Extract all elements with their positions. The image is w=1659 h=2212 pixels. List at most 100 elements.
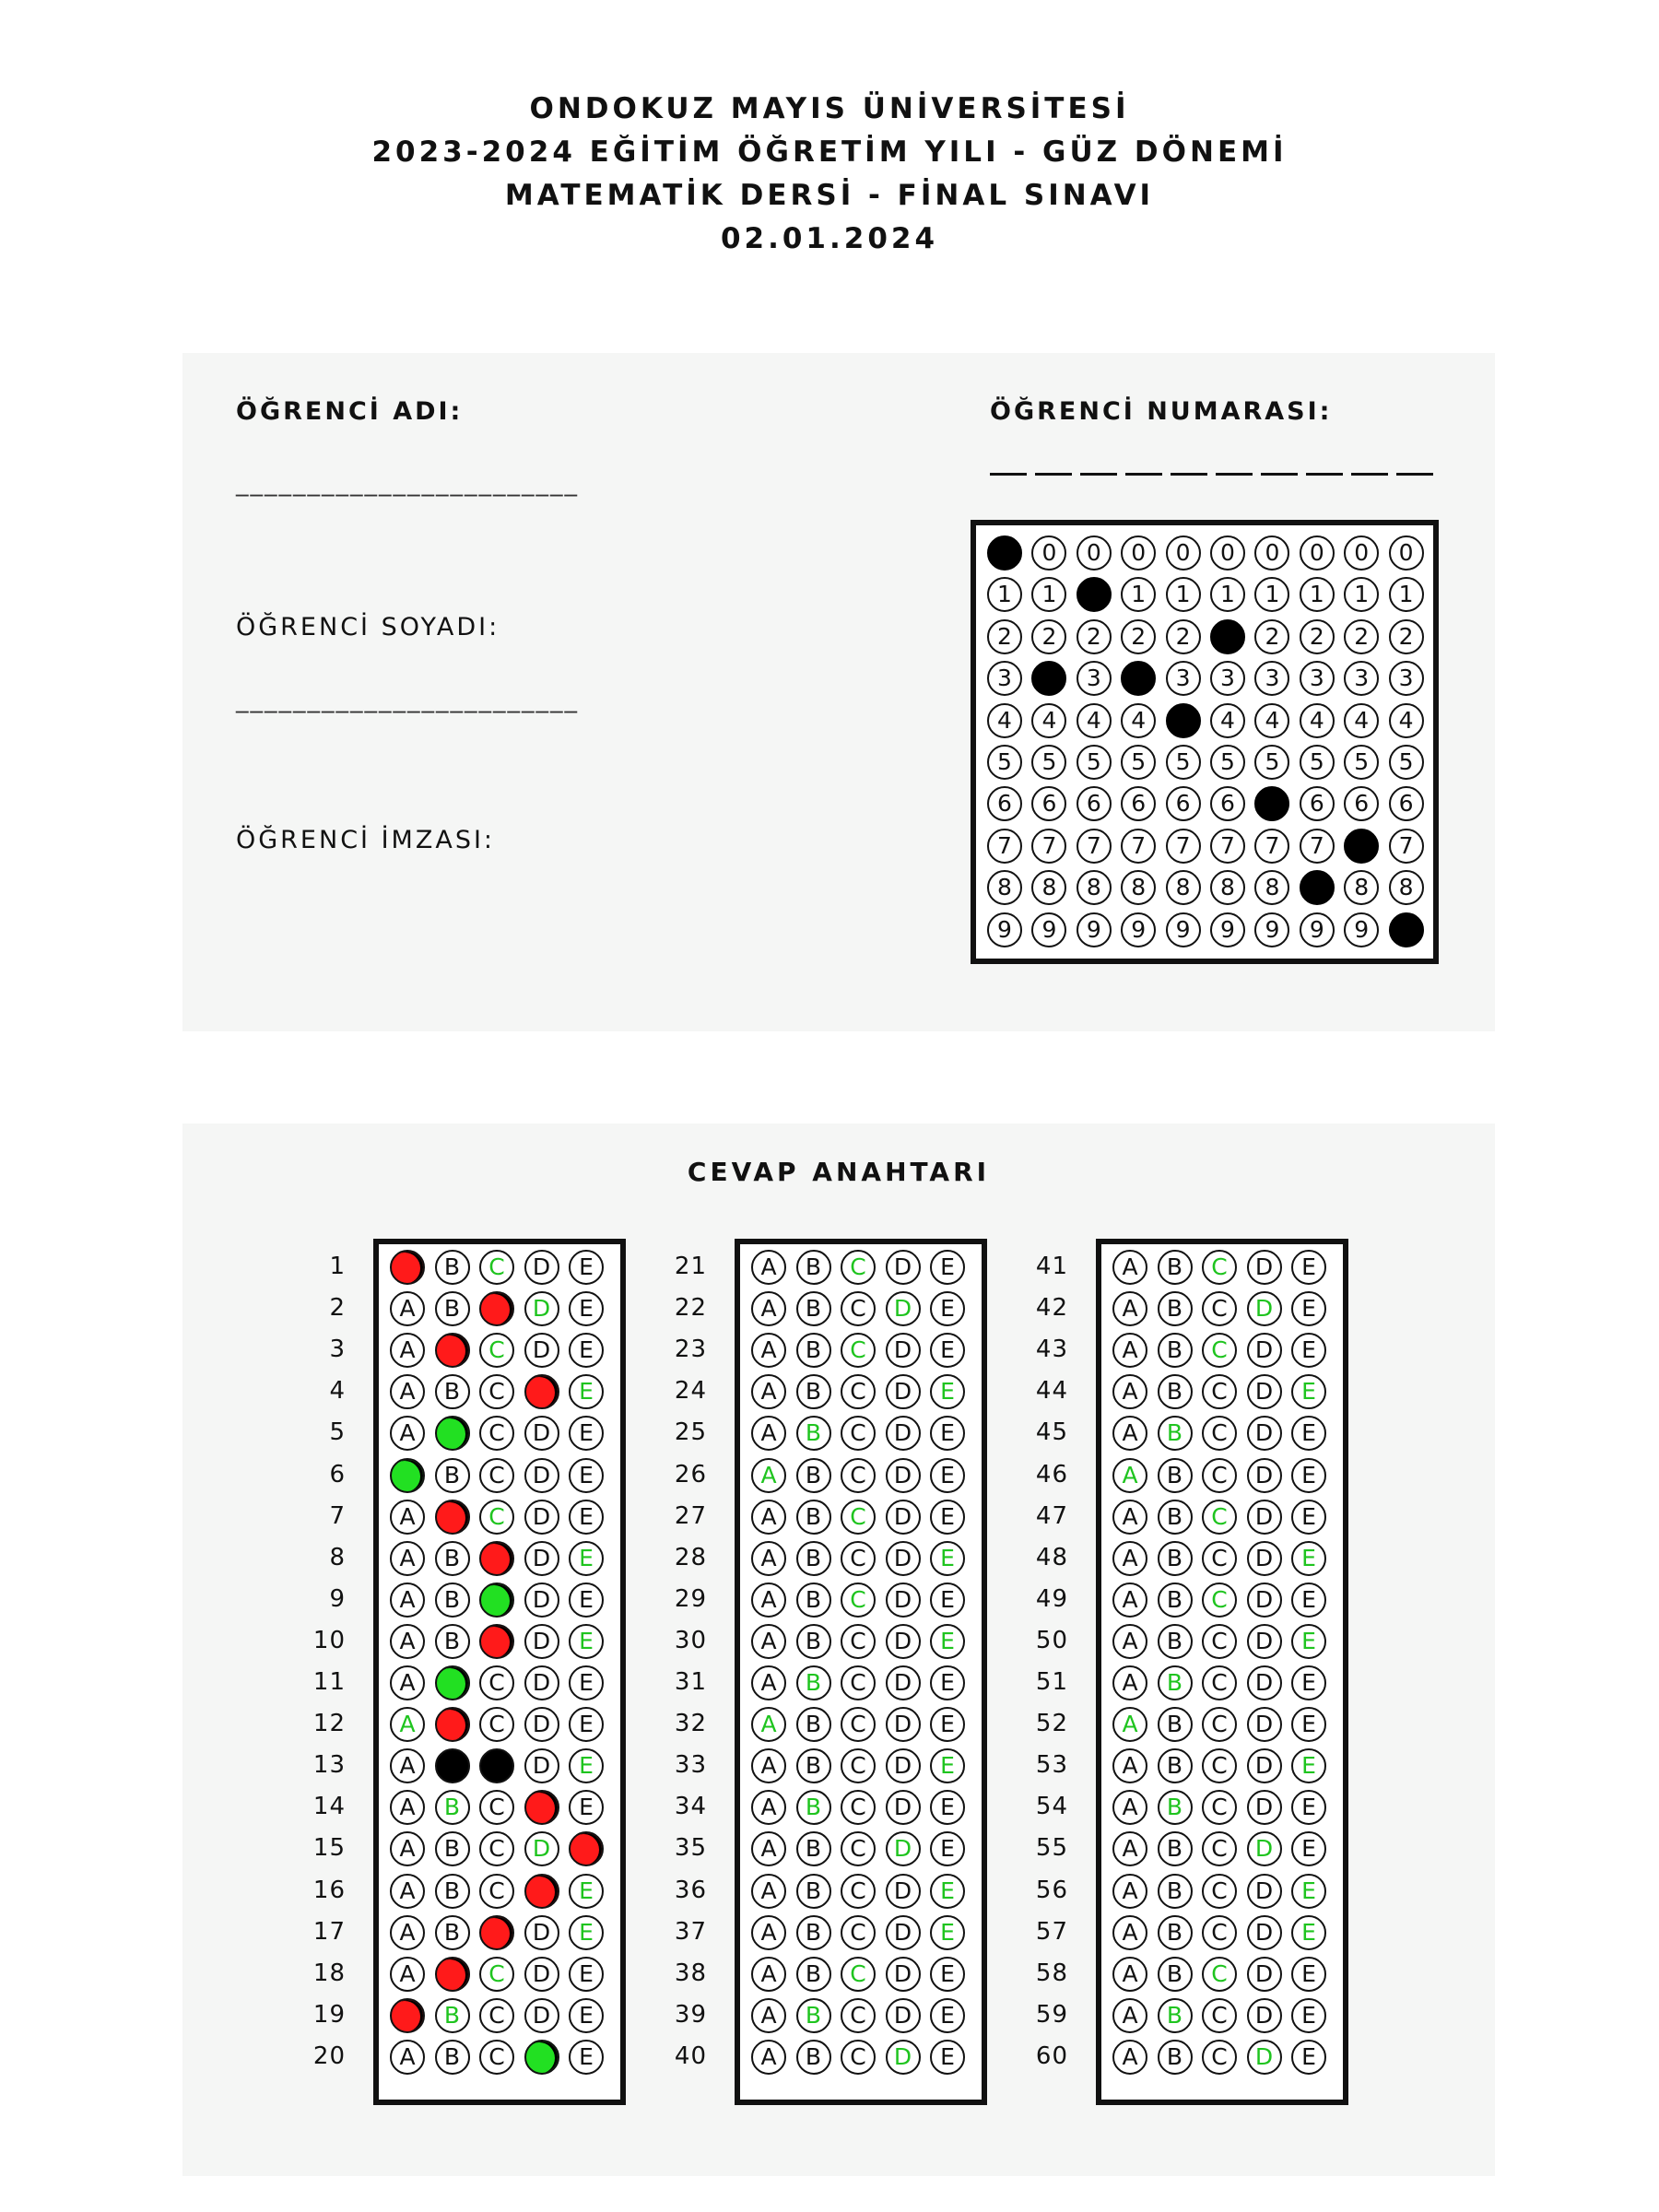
answer-bubble[interactable]: E [930, 1665, 965, 1700]
answer-bubble[interactable]: A [1112, 1956, 1147, 1992]
answer-bubble[interactable]: D [885, 1250, 921, 1285]
answer-bubble[interactable]: A [751, 1790, 786, 1826]
answer-bubble[interactable]: D [524, 1374, 559, 1410]
answer-bubble[interactable]: C [479, 1748, 514, 1784]
answer-bubble[interactable]: A [1112, 1665, 1147, 1700]
answer-bubble[interactable]: B [1157, 1623, 1193, 1659]
answer-bubble[interactable]: E [1291, 1914, 1326, 1950]
number-bubble[interactable]: 4 [1254, 702, 1290, 738]
answer-bubble[interactable]: B [434, 1956, 470, 1992]
answer-bubble[interactable]: D [524, 1582, 559, 1618]
number-bubble[interactable]: 5 [1210, 745, 1245, 780]
answer-bubble[interactable]: B [434, 1582, 470, 1618]
answer-bubble[interactable]: C [1202, 1956, 1237, 1992]
answer-bubble[interactable]: A [1112, 1457, 1147, 1493]
answer-bubble[interactable]: D [524, 1790, 559, 1826]
number-bubble[interactable]: 4 [1165, 702, 1201, 738]
answer-bubble[interactable]: C [1202, 1997, 1237, 2033]
answer-bubble[interactable]: B [434, 1997, 470, 2033]
answer-bubble[interactable]: A [751, 1831, 786, 1867]
answer-bubble[interactable]: C [841, 1250, 876, 1285]
number-bubble[interactable]: 6 [987, 786, 1022, 822]
number-write-box[interactable] [1396, 473, 1433, 476]
answer-bubble[interactable]: E [930, 1873, 965, 1909]
answer-bubble[interactable]: B [434, 1831, 470, 1867]
answer-bubble[interactable]: B [795, 1291, 831, 1327]
answer-bubble[interactable]: A [1112, 1748, 1147, 1784]
number-write-box[interactable] [1351, 473, 1388, 476]
answer-bubble[interactable]: D [524, 1540, 559, 1576]
number-bubble[interactable]: 0 [1344, 535, 1380, 571]
number-bubble[interactable]: 6 [1344, 786, 1380, 822]
answer-bubble[interactable]: C [479, 1914, 514, 1950]
answer-bubble[interactable]: D [1246, 1790, 1282, 1826]
number-write-box[interactable] [1261, 473, 1298, 476]
answer-bubble[interactable]: C [479, 1873, 514, 1909]
answer-bubble[interactable]: B [434, 1707, 470, 1743]
answer-bubble[interactable]: A [751, 1873, 786, 1909]
answer-bubble[interactable]: C [1202, 1790, 1237, 1826]
number-bubble[interactable]: 8 [1254, 870, 1290, 906]
answer-bubble[interactable]: E [1291, 1582, 1326, 1618]
number-bubble[interactable]: 2 [1165, 618, 1201, 654]
number-bubble[interactable]: 2 [1388, 618, 1424, 654]
answer-bubble[interactable]: C [479, 1956, 514, 1992]
answer-bubble[interactable]: D [1246, 1582, 1282, 1618]
answer-bubble[interactable]: B [1157, 1831, 1193, 1867]
answer-bubble[interactable]: B [1157, 1582, 1193, 1618]
number-bubble[interactable]: 3 [1210, 661, 1245, 697]
answer-bubble[interactable]: E [930, 1250, 965, 1285]
answer-bubble[interactable]: C [841, 1707, 876, 1743]
answer-bubble[interactable]: C [1202, 1582, 1237, 1618]
number-bubble[interactable]: 7 [1210, 828, 1245, 864]
number-bubble[interactable]: 5 [1165, 745, 1201, 780]
answer-bubble[interactable]: E [569, 1748, 604, 1784]
answer-bubble[interactable]: A [390, 1250, 425, 1285]
answer-bubble[interactable]: D [885, 1457, 921, 1493]
answer-bubble[interactable]: A [390, 1790, 425, 1826]
number-bubble[interactable]: 3 [1388, 661, 1424, 697]
answer-bubble[interactable]: E [1291, 1790, 1326, 1826]
answer-bubble[interactable]: C [841, 1623, 876, 1659]
answer-bubble[interactable]: A [1112, 1790, 1147, 1826]
number-bubble[interactable]: 1 [987, 577, 1022, 613]
student-name-line[interactable]: ________________________ [236, 468, 579, 497]
answer-bubble[interactable]: C [1202, 1873, 1237, 1909]
answer-bubble[interactable]: D [1246, 1623, 1282, 1659]
answer-bubble[interactable]: C [479, 1333, 514, 1369]
answer-bubble[interactable]: A [390, 1416, 425, 1452]
answer-bubble[interactable]: E [569, 1582, 604, 1618]
answer-bubble[interactable]: B [1157, 2039, 1193, 2075]
answer-bubble[interactable]: A [751, 1914, 786, 1950]
answer-bubble[interactable]: E [569, 1623, 604, 1659]
answer-bubble[interactable]: C [841, 1457, 876, 1493]
answer-bubble[interactable]: E [1291, 1665, 1326, 1700]
answer-bubble[interactable]: E [930, 2039, 965, 2075]
answer-bubble[interactable]: E [569, 1333, 604, 1369]
answer-bubble[interactable]: A [390, 1831, 425, 1867]
answer-bubble[interactable]: D [1246, 1997, 1282, 2033]
answer-bubble[interactable]: B [434, 1665, 470, 1700]
number-bubble[interactable]: 1 [1210, 577, 1245, 613]
answer-bubble[interactable]: D [1246, 1707, 1282, 1743]
number-bubble[interactable]: 1 [1076, 577, 1112, 613]
answer-bubble[interactable]: C [1202, 1416, 1237, 1452]
answer-bubble[interactable]: C [841, 1914, 876, 1950]
number-bubble[interactable]: 8 [1031, 870, 1067, 906]
answer-bubble[interactable]: E [569, 1790, 604, 1826]
answer-bubble[interactable]: A [1112, 1831, 1147, 1867]
number-bubble[interactable]: 2 [987, 618, 1022, 654]
answer-bubble[interactable]: E [569, 1707, 604, 1743]
answer-bubble[interactable]: A [751, 1291, 786, 1327]
answer-bubble[interactable]: D [885, 1665, 921, 1700]
answer-bubble[interactable]: B [1157, 1457, 1193, 1493]
answer-bubble[interactable]: D [1246, 1291, 1282, 1327]
answer-bubble[interactable]: C [841, 1831, 876, 1867]
answer-bubble[interactable]: B [1157, 1873, 1193, 1909]
answer-bubble[interactable]: B [795, 1250, 831, 1285]
number-bubble[interactable]: 9 [1121, 912, 1157, 947]
answer-bubble[interactable]: A [390, 1457, 425, 1493]
answer-bubble[interactable]: B [434, 1250, 470, 1285]
answer-bubble[interactable]: E [930, 1416, 965, 1452]
answer-bubble[interactable]: A [1112, 2039, 1147, 2075]
